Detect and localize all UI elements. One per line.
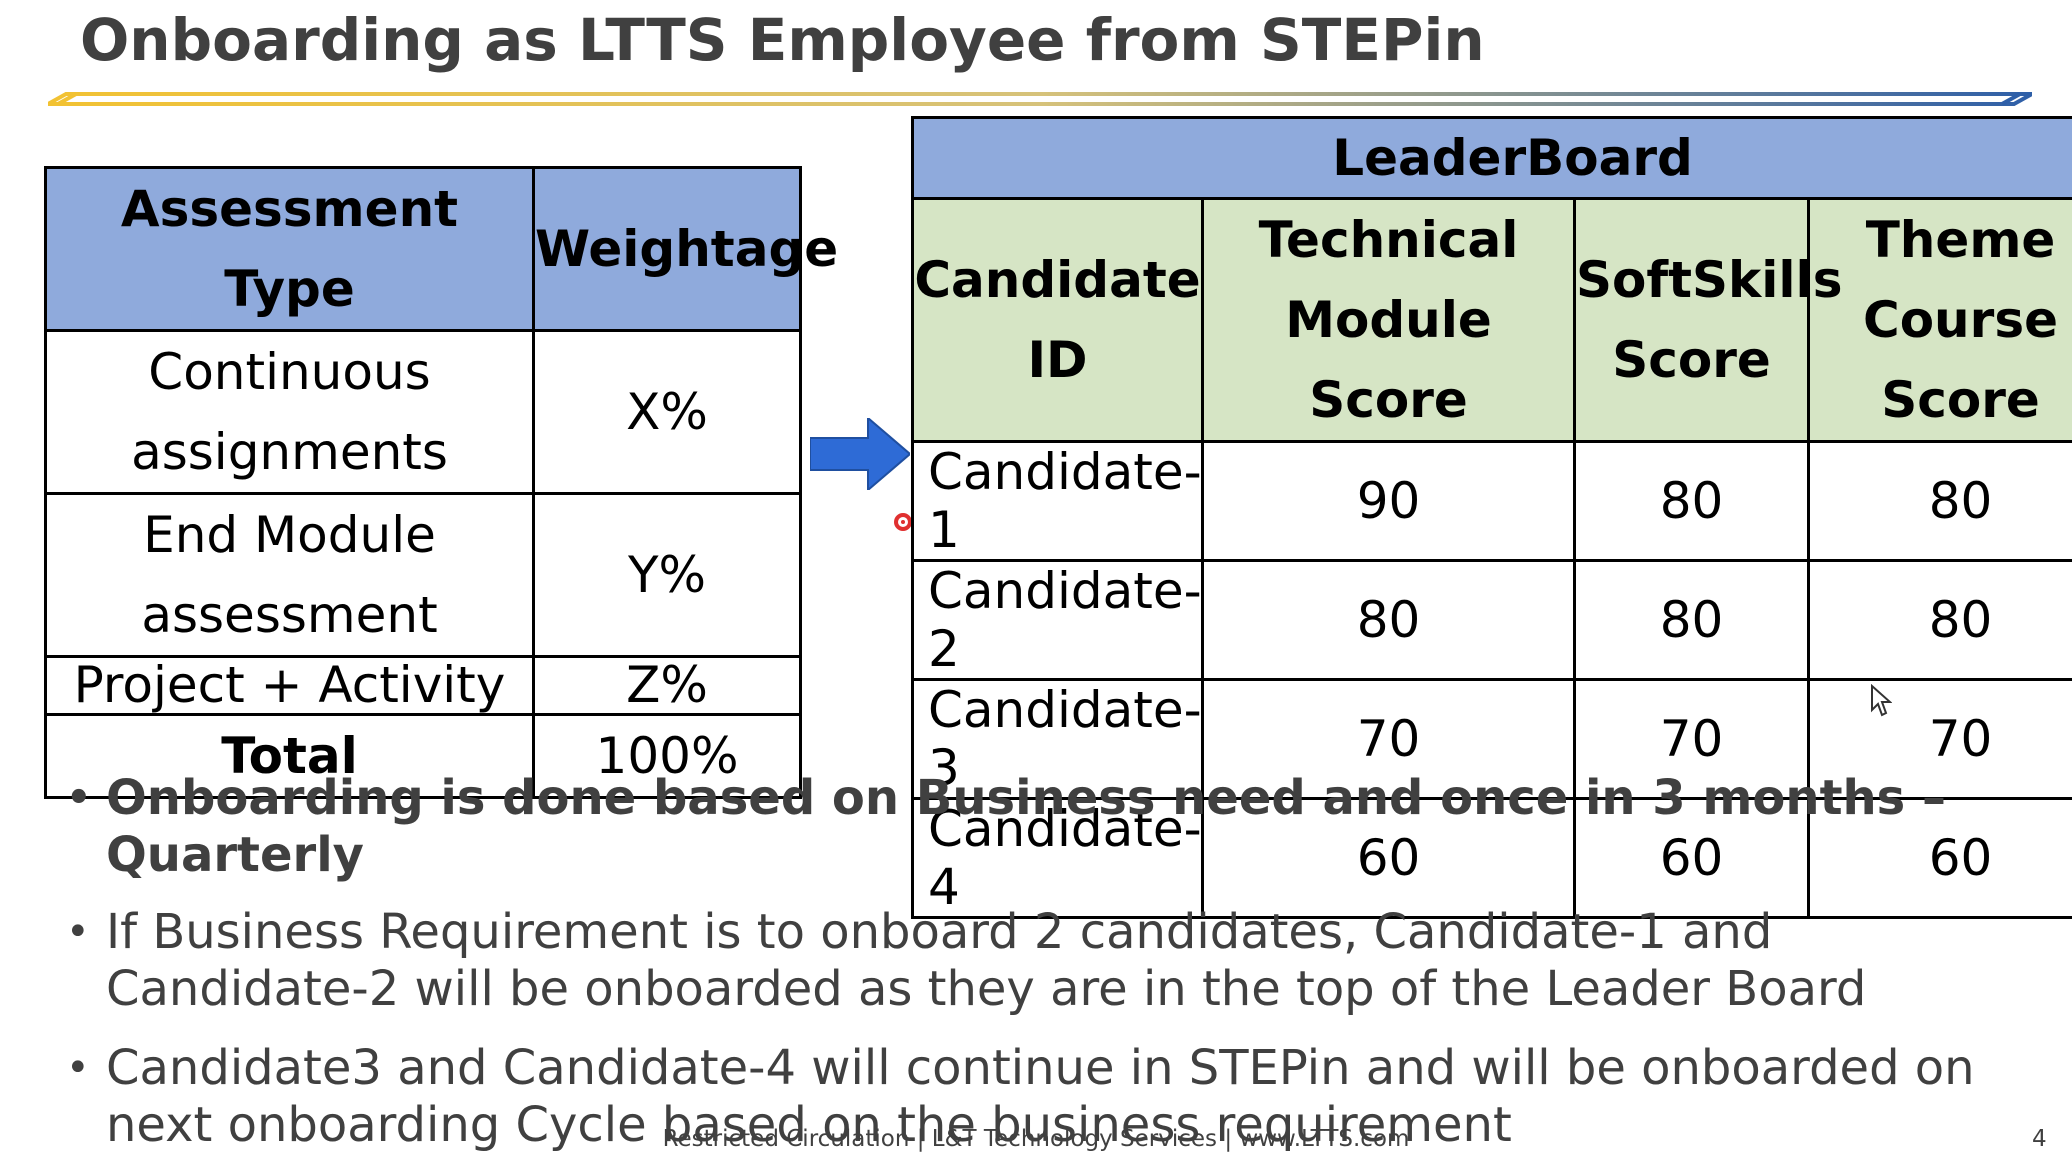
candidate-id-cell: Candidate-1 [913, 442, 1203, 561]
assessment-type-cell: Project + Activity [46, 657, 534, 715]
softskills-score-cell: 80 [1575, 561, 1809, 680]
right-arrow-icon [810, 418, 910, 490]
technical-score-cell: 90 [1203, 442, 1575, 561]
slide-footer: Restricted Circulation | L&T Technology … [0, 1126, 2072, 1152]
weightage-cell: Y% [534, 494, 801, 657]
list-item: • If Business Requirement is to onboard … [66, 904, 2026, 1018]
table-row: Candidate-2 80 80 80 [913, 561, 2072, 680]
title-underline [48, 92, 2032, 106]
weightage-cell: X% [534, 331, 801, 494]
bullet-icon: • [66, 1040, 90, 1097]
bullet-icon: • [66, 770, 92, 827]
theme-score-header: Theme Course Score [1809, 199, 2072, 442]
theme-score-cell: 80 [1809, 442, 2072, 561]
softskills-score-header: SoftSkills Score [1575, 199, 1809, 442]
page-number: 4 [2032, 1126, 2047, 1152]
list-item: • Onboarding is done based on Business n… [66, 770, 2026, 884]
weightage-header: Weightage [534, 168, 801, 331]
assessment-type-cell: Continuous assignments [46, 331, 534, 494]
slide-title: Onboarding as LTTS Employee from STEPin [80, 6, 1485, 74]
assessment-type-header: Assessment Type [46, 168, 534, 331]
bullet-text: Onboarding is done based on Business nee… [106, 770, 1946, 883]
assessment-weightage-table: Assessment Type Weightage Continuous ass… [44, 166, 802, 799]
softskills-score-cell: 80 [1575, 442, 1809, 561]
theme-score-cell: 80 [1809, 561, 2072, 680]
leaderboard-title: LeaderBoard [913, 118, 2072, 199]
bullet-icon: • [66, 904, 90, 961]
assessment-type-cell: End Module assessment [46, 494, 534, 657]
technical-score-header: Technical Module Score [1203, 199, 1575, 442]
mouse-cursor-icon [1870, 684, 1892, 718]
weightage-cell: Z% [534, 657, 801, 715]
candidate-id-cell: Candidate-2 [913, 561, 1203, 680]
table-row: Candidate-1 90 80 80 [913, 442, 2072, 561]
technical-score-cell: 80 [1203, 561, 1575, 680]
bullet-list: • Onboarding is done based on Business n… [66, 770, 2026, 1176]
bullet-text: If Business Requirement is to onboard 2 … [106, 904, 1866, 1017]
laser-pointer-icon [893, 512, 913, 532]
candidate-id-header: Candidate ID [913, 199, 1203, 442]
